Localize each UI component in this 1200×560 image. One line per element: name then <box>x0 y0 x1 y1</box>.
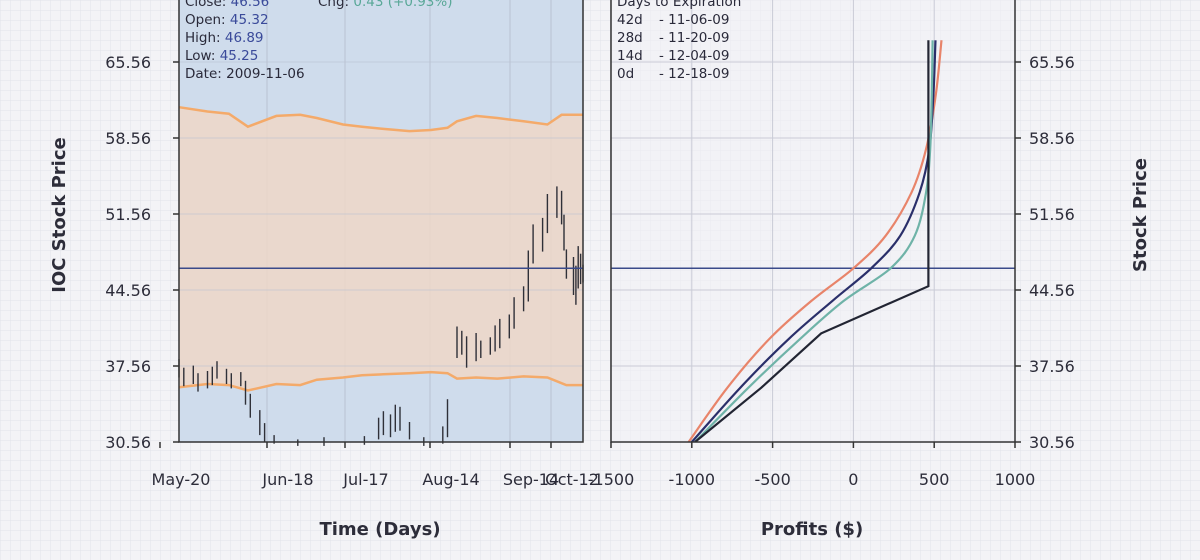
right-plot-background <box>611 0 1015 442</box>
svg-text:Date: 2009-11-06: Date: 2009-11-06 <box>185 66 305 82</box>
left-x-tick-label-Aug-14: Aug-14 <box>422 470 479 489</box>
right-y-tick-label-58-56: 58.56 <box>1029 129 1075 148</box>
profit-curve-14d <box>694 40 934 442</box>
right-y-tick-label-44-56: 44.56 <box>1029 281 1075 300</box>
left-y-tick-label-37-56: 37.56 <box>105 357 151 376</box>
info-chg-label: Chg: <box>318 0 349 10</box>
stock-price-panel: Close: 46.56 Chg: 0.43 (+0.93%) Open: 45… <box>49 0 599 540</box>
right-x-tick-label-1000: -1000 <box>669 470 716 489</box>
expiration-legend: Days to Expiration 42d - 11-06-09 28d - … <box>617 0 741 82</box>
legend-days-42d: 42d <box>617 12 643 28</box>
profit-curve-0d <box>694 40 930 442</box>
info-close-label: Close: <box>185 0 226 10</box>
left-x-tick-label-Oct-12: Oct-12 <box>545 470 599 489</box>
left-y-axis-ticks: 30.56 37.56 44.56 51.56 58.56 65.56 <box>105 53 179 452</box>
info-open-label: Open: <box>185 12 226 28</box>
legend-date-14d: - 12-04-09 <box>659 48 729 64</box>
price-band-area <box>179 107 583 391</box>
info-date-label: Date: <box>185 66 222 82</box>
right-x-tick-label-500: -500 <box>754 470 790 489</box>
legend-days-14d: 14d <box>617 48 643 64</box>
right-y-tick-label-65-56: 65.56 <box>1029 53 1075 72</box>
left-y-tick-label-51-56: 51.56 <box>105 205 151 224</box>
right-x-axis-title: Profits ($) <box>761 519 863 540</box>
left-x-tick-label-Sep-14: Sep-14 <box>503 470 559 489</box>
info-high-value: 46.89 <box>225 30 264 46</box>
left-y-tick-label-58-56: 58.56 <box>105 129 151 148</box>
profit-curves <box>687 40 943 442</box>
right-y-tick-label-51-56: 51.56 <box>1029 205 1075 224</box>
right-y-tick-label-30-56: 30.56 <box>1029 433 1075 452</box>
price-band-lower-line <box>178 370 583 392</box>
info-close-value: 46.56 <box>231 0 270 10</box>
right-x-tick-label-1500: -1500 <box>588 470 635 489</box>
legend-title: Days to Expiration <box>617 0 741 10</box>
profit-panel: Days to Expiration 42d - 11-06-09 28d - … <box>588 0 1151 540</box>
right-y-axis-ticks: 30.56 37.56 44.56 51.56 58.56 65.56 <box>1015 53 1075 452</box>
left-x-tick-label-May-20: May-20 <box>152 470 211 489</box>
svg-text:Open: 45.32: Open: 45.32 <box>185 12 269 28</box>
right-x-tick-label-1000: 1000 <box>995 470 1036 489</box>
left-y-axis-title: IOC Stock Price <box>49 137 70 292</box>
info-box: Close: 46.56 Chg: 0.43 (+0.93%) Open: 45… <box>185 0 453 82</box>
info-low-label: Low: <box>185 48 215 64</box>
legend-date-28d: - 11-20-09 <box>659 30 729 46</box>
left-y-tick-label-65-56: 65.56 <box>105 53 151 72</box>
legend-days-28d: 28d <box>617 30 643 46</box>
right-y-axis-title: Stock Price <box>1130 158 1151 272</box>
left-y-tick-label-44-56: 44.56 <box>105 281 151 300</box>
right-x-axis-ticks: -1500 -1000 -500 0 500 1000 <box>588 442 1036 489</box>
right-plot-frame <box>610 0 1016 443</box>
info-open-value: 45.32 <box>230 12 269 28</box>
legend-date-42d: - 11-06-09 <box>659 12 729 28</box>
svg-text:Low: 45.25: Low: 45.25 <box>185 48 258 64</box>
legend-date-0d: - 12-18-09 <box>659 66 729 82</box>
right-x-tick-label-0: 0 <box>848 470 858 489</box>
left-y-tick-label-30-56: 30.56 <box>105 433 151 452</box>
info-date-value: 2009-11-06 <box>226 66 304 82</box>
price-band-upper-line <box>178 105 583 133</box>
info-high-label: High: <box>185 30 221 46</box>
left-x-tick-label-Jun-18: Jun-18 <box>261 470 313 489</box>
svg-text:High: 46.89: High: 46.89 <box>185 30 264 46</box>
legend-days-0d: 0d <box>617 66 634 82</box>
left-plot-frame <box>178 0 584 443</box>
left-x-tick-label-Jul-17: Jul-17 <box>342 470 388 489</box>
svg-text:Close: 46.56: Close: 46.56 <box>185 0 269 10</box>
left-x-axis-title: Time (Days) <box>319 519 440 540</box>
right-x-tick-label-500: 500 <box>919 470 950 489</box>
info-low-value: 45.25 <box>220 48 259 64</box>
right-y-tick-label-37-56: 37.56 <box>1029 357 1075 376</box>
svg-text:Chg: 0.43 (+0.93%): Chg: 0.43 (+0.93%) <box>318 0 453 10</box>
info-chg-value: 0.43 (+0.93%) <box>353 0 452 10</box>
